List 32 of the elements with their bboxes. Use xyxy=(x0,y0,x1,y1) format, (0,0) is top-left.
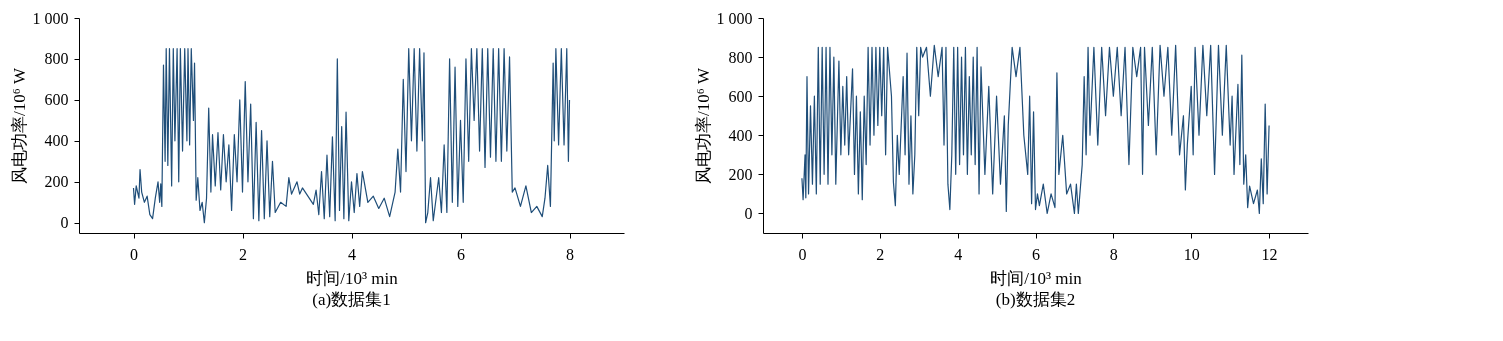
x-tick-label: 0 xyxy=(130,245,138,263)
y-tick-label: 0 xyxy=(60,214,69,232)
line-series xyxy=(132,48,571,224)
text: (a)数据集1 xyxy=(312,290,391,309)
y-axis-title: 风电功率/10⁶ W xyxy=(9,67,29,184)
x-axis-title: 时间/10³ min xyxy=(990,268,1083,288)
y-tick-label: 600 xyxy=(44,91,69,109)
y-tick-label: 200 xyxy=(728,165,753,183)
y-tick-label: 600 xyxy=(728,87,753,105)
y-tick-label: 400 xyxy=(44,132,69,150)
x-tick-label: 6 xyxy=(457,245,465,263)
x-tick-label: 4 xyxy=(348,245,356,263)
x-tick-label: 0 xyxy=(798,245,807,263)
y-tick-label: 1 000 xyxy=(32,9,69,27)
line-series xyxy=(801,44,1270,215)
y-tick-label: 0 xyxy=(744,204,753,222)
y-tick-label: 400 xyxy=(728,126,753,144)
x-tick-label: 4 xyxy=(954,245,963,263)
x-tick-label: 10 xyxy=(1183,245,1200,263)
x-tick-label: 8 xyxy=(566,245,574,263)
x-tick-label: 6 xyxy=(1032,245,1040,263)
y-axis-title: 风电功率/10⁶ W xyxy=(693,67,713,184)
y-tick-label: 800 xyxy=(44,50,69,68)
y-tick-label: 1 000 xyxy=(716,9,753,27)
y-tick-label: 800 xyxy=(728,48,753,66)
y-tick-label: 200 xyxy=(44,173,69,191)
x-tick-label: 2 xyxy=(239,245,247,263)
text: (b)数据集2 xyxy=(995,290,1076,309)
x-tick-label: 12 xyxy=(1261,245,1278,263)
x-axis-title: 时间/10³ min xyxy=(306,268,399,288)
x-tick-label: 8 xyxy=(1109,245,1118,263)
x-tick-label: 2 xyxy=(876,245,885,263)
